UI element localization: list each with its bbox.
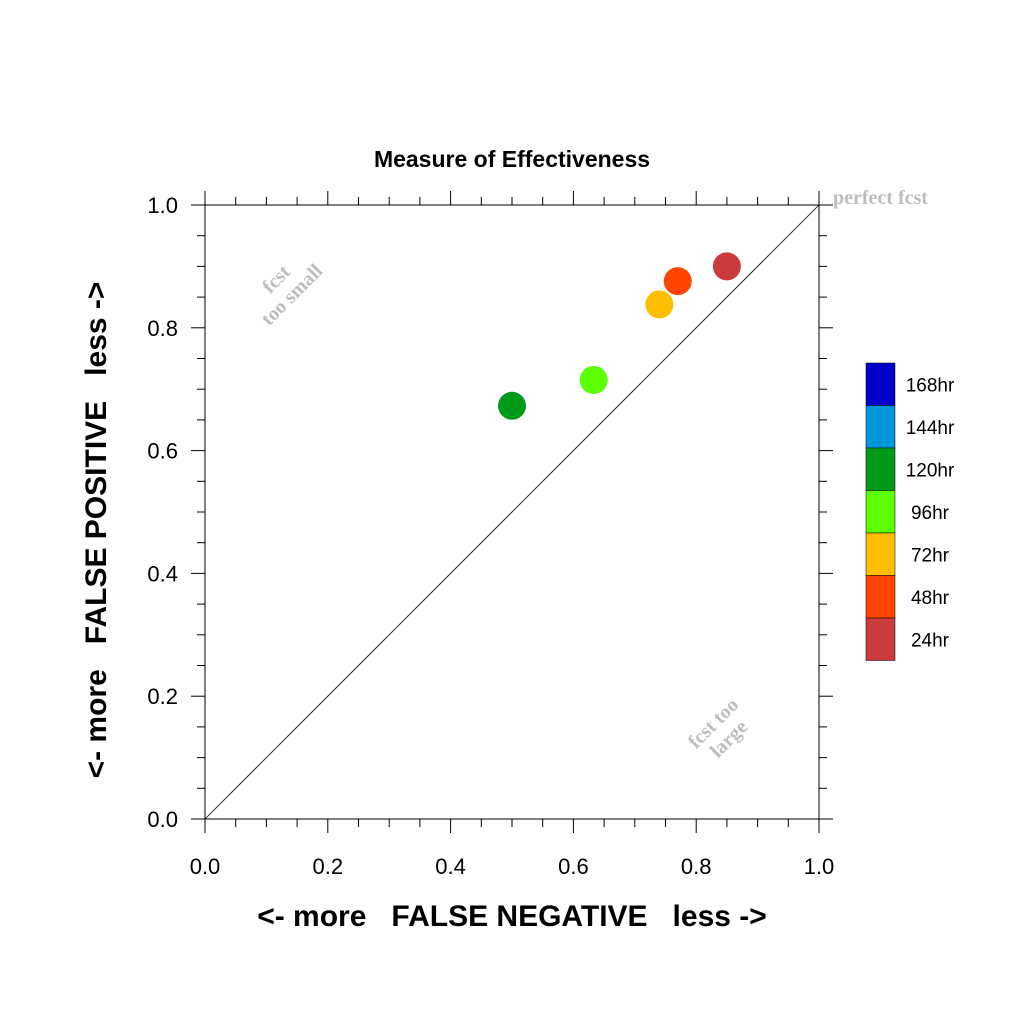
legend-label-144hr: 144hr [906,418,955,439]
data-point-96hr [579,365,608,394]
legend-swatch-96hr [865,490,896,534]
x-tick-label: 0.2 [313,854,344,879]
y-tick-label: 0.0 [147,807,178,832]
y-tick-label: 0.8 [147,316,178,341]
legend-label-120hr: 120hr [906,460,955,481]
tick-labels: 0.0 0.2 0.4 0.6 0.8 1.0 0.0 0.2 0.4 0.6 0.8 1.0 [147,193,834,879]
x-tick-label: 0.6 [558,854,589,879]
chart-title: Measure of Effectiveness [374,146,650,172]
legend-swatch-72hr [865,532,896,576]
legend-label-48hr: 48hr [911,588,950,609]
legend-swatch-120hr [865,447,896,491]
legend-swatch-48hr [865,575,896,619]
legend-swatch-144hr [865,405,896,449]
legend-label-96hr: 96hr [911,503,950,524]
perfect-forecast-annotation: perfect fcst [833,187,928,209]
too-large-annotation: fcst too large [684,694,752,762]
y-tick-label: 0.2 [147,684,178,709]
x-axis-label: <- more FALSE NEGATIVE less -> [257,900,767,933]
y-tick-label: 0.4 [147,561,178,586]
legend-label-72hr: 72hr [911,545,950,566]
y-axis-label: <- more FALSE POSITIVE less -> [80,282,113,779]
data-point-72hr [645,290,674,319]
perfect-forecast-diagonal [204,204,820,820]
axis-ticks [191,191,833,833]
legend-swatch-24hr [865,617,896,661]
data-point-120hr [498,391,526,420]
too-small-line2: too small [257,260,327,330]
y-tick-label: 0.6 [147,439,178,464]
x-tick-label: 0.0 [190,854,221,879]
plot-frame [204,204,820,820]
x-tick-label: 0.8 [681,854,712,879]
legend-label-24hr: 24hr [911,630,950,651]
data-point-48hr [663,267,692,296]
data-points [498,252,741,420]
data-point-24hr [712,252,741,281]
x-tick-label: 1.0 [804,854,835,879]
legend-label-168hr: 168hr [906,375,955,396]
x-tick-label: 0.4 [435,854,466,879]
legend-swatch-168hr [865,362,896,406]
too-small-annotation: fcst too small [257,260,327,330]
y-tick-label: 1.0 [147,193,178,218]
legend: 168hr 144hr 120hr 96hr 72hr 48hr 24hr [865,362,955,661]
